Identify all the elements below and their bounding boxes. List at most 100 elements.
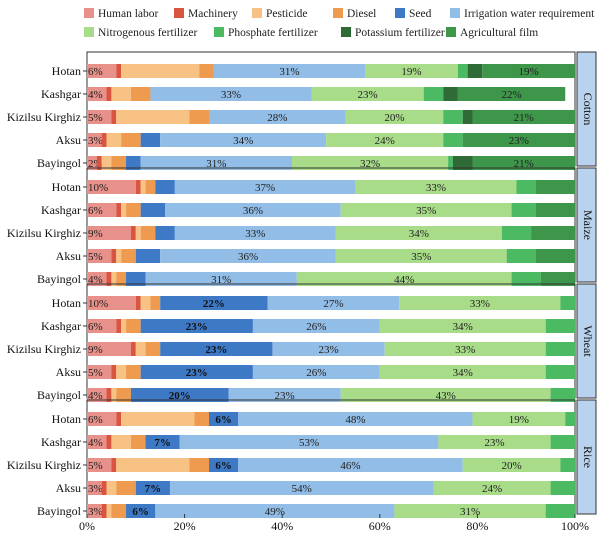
segment-nitrogenous-fertilizer <box>345 110 444 124</box>
segment-human-labor <box>87 481 102 495</box>
segment-seed <box>126 504 156 518</box>
segment-diesel <box>189 110 209 124</box>
segment-phosphate-fertilizer <box>516 180 536 194</box>
x-tick-label: 20% <box>174 519 196 533</box>
segment-irrigation-water-requirement <box>213 64 366 78</box>
segment-phosphate-fertilizer <box>550 388 575 402</box>
y-tick-label: Kashgar <box>41 435 81 449</box>
segment-phosphate-fertilizer <box>423 87 444 101</box>
data-label: 4% <box>88 89 103 101</box>
bar-wheat-kizilsu-kirghiz: Kizilsu Kirghiz 9% 23% 23% 33% <box>7 342 575 356</box>
segment-seed <box>209 412 239 426</box>
segment-seed <box>135 249 161 263</box>
legend-label-potassium-fertilizer: Potassium fertilizer <box>355 27 445 39</box>
data-label: 48% <box>345 414 365 426</box>
segment-human-labor <box>87 319 117 333</box>
segment-agricultural-film <box>531 226 575 240</box>
segment-nitrogenous-fertilizer <box>355 180 517 194</box>
legend-label-nitrogenous-fertilizer: Nitrogenous fertilizer <box>98 27 197 39</box>
data-label: 35% <box>411 251 431 263</box>
segment-machinery <box>106 272 112 286</box>
data-label: 3% <box>88 506 103 518</box>
segment-human-labor <box>87 110 112 124</box>
segment-nitrogenous-fertilizer <box>326 133 444 147</box>
data-label: 26% <box>306 321 326 333</box>
data-label: 20% <box>169 390 191 402</box>
segment-pesticide <box>116 249 122 263</box>
y-tick-label: Aksu <box>56 481 81 495</box>
segment-phosphate-fertilizer <box>560 296 575 310</box>
data-label: 36% <box>238 251 258 263</box>
segment-diesel <box>130 435 146 449</box>
segment-irrigation-water-requirement <box>252 365 380 379</box>
segment-irrigation-water-requirement <box>155 504 395 518</box>
data-label: 34% <box>409 228 429 240</box>
data-label: 22% <box>203 298 225 310</box>
segment-nitrogenous-fertilizer <box>384 342 546 356</box>
data-label: 54% <box>292 483 312 495</box>
y-tick-label: Kashgar <box>41 203 81 217</box>
legend-swatch-seed <box>395 8 405 18</box>
legend-item-seed: Seed <box>395 8 432 20</box>
facet-label: Wheat <box>581 325 595 357</box>
segment-phosphate-fertilizer <box>448 156 453 170</box>
legend-label-phosphate-fertilizer: Phosphate fertilizer <box>228 27 318 39</box>
segment-irrigation-water-requirement <box>160 249 336 263</box>
bar-maize-hotan: Hotan 10% 37% 33% <box>52 180 575 194</box>
data-label: 53% <box>299 437 319 449</box>
data-label: 31% <box>211 274 231 286</box>
segment-human-labor <box>87 156 97 170</box>
data-label: 34% <box>233 135 253 147</box>
data-label: 23% <box>186 321 208 333</box>
data-label: 23% <box>275 390 295 402</box>
data-label: 26% <box>306 367 326 379</box>
segment-human-labor <box>87 249 112 263</box>
segment-diesel <box>116 481 136 495</box>
panel-wheat: Wheat Hotan 10% 22% 27% 33% Kashgar 6% 23% 26% 34%… <box>7 283 597 402</box>
segment-machinery <box>111 365 117 379</box>
segment-nitrogenous-fertilizer <box>296 272 512 286</box>
panel-cotton: Cotton Hotan 6% 31% 19% 19% Kashgar 4% 33% 23% 22%… <box>7 51 597 170</box>
segment-pesticide <box>106 504 112 518</box>
segment-nitrogenous-fertilizer <box>379 319 546 333</box>
data-label: 6% <box>88 66 103 78</box>
segment-pesticide <box>135 342 146 356</box>
segment-potassium-fertilizer <box>443 87 458 101</box>
y-tick-label: Kashgar <box>41 87 81 101</box>
segment-machinery <box>96 156 102 170</box>
segment-agricultural-film <box>535 249 575 263</box>
data-label: 46% <box>340 460 360 472</box>
segment-pesticide <box>116 458 190 472</box>
segment-pesticide <box>140 296 151 310</box>
segment-nitrogenous-fertilizer <box>335 249 507 263</box>
data-label: 33% <box>221 89 241 101</box>
segment-irrigation-water-requirement <box>160 133 327 147</box>
data-label: 6% <box>88 414 103 426</box>
segment-diesel <box>126 203 141 217</box>
segment-phosphate-fertilizer <box>506 249 536 263</box>
segment-machinery <box>101 481 107 495</box>
y-tick-label: Hotan <box>52 296 81 310</box>
segment-human-labor <box>87 388 107 402</box>
legend-label-agricultural-film: Agricultural film <box>460 27 538 39</box>
segment-machinery <box>116 203 122 217</box>
segment-agricultural-film <box>457 87 566 101</box>
y-tick-label: Hotan <box>52 180 81 194</box>
bar-maize-aksu: Aksu 5% 36% 35% <box>56 249 575 263</box>
segment-pesticide <box>121 412 195 426</box>
segment-seed <box>130 388 229 402</box>
legend-swatch-potassium-fertilizer <box>341 27 351 37</box>
data-label: 19% <box>519 66 539 78</box>
segment-agricultural-film <box>472 110 575 124</box>
segment-diesel <box>126 365 141 379</box>
segment-pesticide <box>111 435 131 449</box>
segment-seed <box>155 226 175 240</box>
data-label: 24% <box>482 483 502 495</box>
segment-nitrogenous-fertilizer <box>399 296 561 310</box>
data-label: 10% <box>88 298 108 310</box>
segment-phosphate-fertilizer <box>545 342 575 356</box>
legend-swatch-phosphate-fertilizer <box>214 27 224 37</box>
legend-swatch-diesel <box>333 8 343 18</box>
y-tick-label: Kizilsu Kirghiz <box>7 226 81 240</box>
legend-item-human-labor: Human labor <box>84 8 159 20</box>
